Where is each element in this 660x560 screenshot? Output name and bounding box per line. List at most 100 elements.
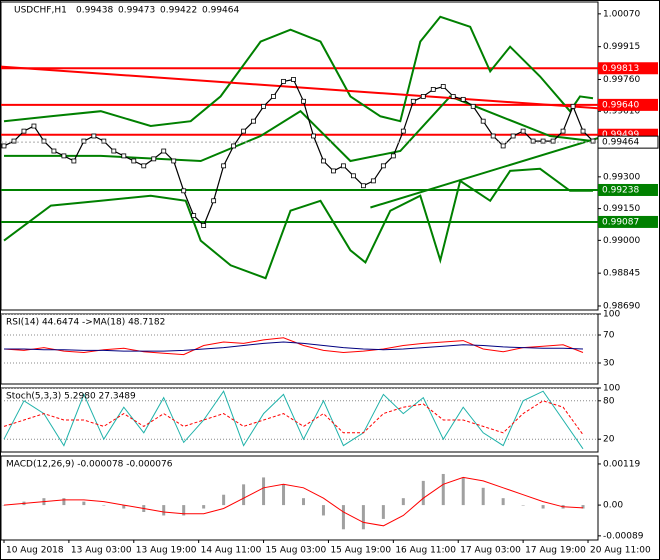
candle xyxy=(181,188,187,194)
histogram-bar xyxy=(222,494,226,506)
candle xyxy=(570,103,576,109)
panel xyxy=(0,455,599,541)
series-line xyxy=(370,137,598,209)
candle xyxy=(101,138,107,144)
panel-title: MACD(12,26,9) -0.000078 -0.000076 xyxy=(6,460,173,470)
y-tick-label: 0.00119 xyxy=(603,459,640,469)
histogram-bar xyxy=(82,501,86,506)
candle xyxy=(331,168,336,174)
level-box xyxy=(598,215,658,228)
candle xyxy=(351,173,356,179)
candle xyxy=(1,143,7,149)
y-tick-label: 70 xyxy=(603,331,615,341)
series-line xyxy=(3,476,584,527)
ohlc-value: 0.99422 xyxy=(160,6,197,16)
level-label: 0.99499 xyxy=(602,130,639,140)
x-tick-label: 13 Aug 03:00 xyxy=(71,546,132,556)
candle xyxy=(370,178,376,184)
panel xyxy=(0,387,599,453)
histogram-bar xyxy=(381,505,385,519)
candle xyxy=(460,96,466,102)
plot xyxy=(1,314,598,364)
candle xyxy=(231,143,237,149)
histogram-bar xyxy=(441,473,445,506)
candle xyxy=(470,103,476,109)
candle xyxy=(321,158,326,164)
candle xyxy=(91,133,97,139)
candle xyxy=(341,163,346,169)
candle xyxy=(71,158,77,164)
candle xyxy=(251,118,256,124)
plot xyxy=(1,388,598,450)
candle xyxy=(11,138,17,144)
y-tick-label: 1.00070 xyxy=(603,9,640,19)
panel-title: RSI(14) 44.6474 ->MA(18) 48.7182 xyxy=(6,318,165,328)
histogram-bar xyxy=(102,505,106,506)
histogram-bar xyxy=(521,505,525,506)
candle xyxy=(261,103,266,109)
series-line xyxy=(3,167,593,280)
histogram-bar xyxy=(2,505,6,506)
y-tick-label: 0.98690 xyxy=(603,301,640,311)
candle xyxy=(560,128,566,134)
x-tick-label: 15 Aug 03:00 xyxy=(266,546,327,556)
candle xyxy=(400,128,406,134)
candle xyxy=(171,158,177,164)
histogram-bar xyxy=(361,505,365,530)
candle xyxy=(450,94,456,99)
candle xyxy=(500,143,506,149)
candle xyxy=(410,98,416,104)
histogram-bar xyxy=(481,487,485,506)
candle xyxy=(380,163,386,169)
plot xyxy=(1,15,598,280)
y-tick-label: 100 xyxy=(603,310,620,320)
candle xyxy=(420,94,426,99)
histogram-bar xyxy=(62,498,66,506)
y-tick-label: 0.99760 xyxy=(603,75,640,85)
ohlc-value: 0.99473 xyxy=(118,6,155,16)
candle xyxy=(131,158,137,164)
histogram-bar xyxy=(501,498,505,506)
series-line xyxy=(1,65,598,110)
y-tick-label: 80 xyxy=(603,396,615,406)
ohlc-value: 0.99438 xyxy=(76,6,113,16)
y-tick-label: 0.99300 xyxy=(603,172,640,182)
series-line xyxy=(3,390,584,450)
candle xyxy=(141,163,147,169)
candle xyxy=(281,78,286,84)
x-tick-label: 17 Aug 19:00 xyxy=(525,546,586,556)
candle xyxy=(480,118,486,124)
level-label: 0.99238 xyxy=(602,185,639,195)
candle xyxy=(201,223,207,228)
histogram-bar xyxy=(461,477,465,506)
candle xyxy=(41,138,47,144)
level-box xyxy=(598,183,658,196)
x-tick-label: 13 Aug 19:00 xyxy=(136,546,197,556)
histogram-bar xyxy=(282,484,286,506)
x-tick-label: 15 Aug 19:00 xyxy=(330,546,391,556)
candle xyxy=(161,148,167,154)
series-line xyxy=(3,15,594,128)
candle xyxy=(81,138,87,144)
y-tick-label: 20 xyxy=(603,435,615,445)
candle xyxy=(540,138,546,144)
candle xyxy=(360,183,366,189)
level-label: 0.99640 xyxy=(602,100,639,110)
candle xyxy=(590,138,596,144)
level-box xyxy=(598,98,658,111)
histogram-bar xyxy=(202,505,206,509)
chart-title: USDCHF,H1 xyxy=(14,6,67,16)
candle xyxy=(440,84,446,89)
series-line xyxy=(3,400,584,435)
y-tick-label: 0.98845 xyxy=(603,269,640,279)
y-tick-label: 0.99150 xyxy=(603,204,640,214)
candle xyxy=(51,148,57,154)
current-price-box xyxy=(597,135,659,149)
candle xyxy=(31,123,37,129)
candle xyxy=(111,148,117,154)
x-tick-label: 16 Aug 11:00 xyxy=(395,546,456,556)
histogram-bar xyxy=(122,505,126,509)
candle xyxy=(61,153,67,159)
candle xyxy=(490,133,496,139)
y-tick-label: 0.99915 xyxy=(603,42,640,52)
